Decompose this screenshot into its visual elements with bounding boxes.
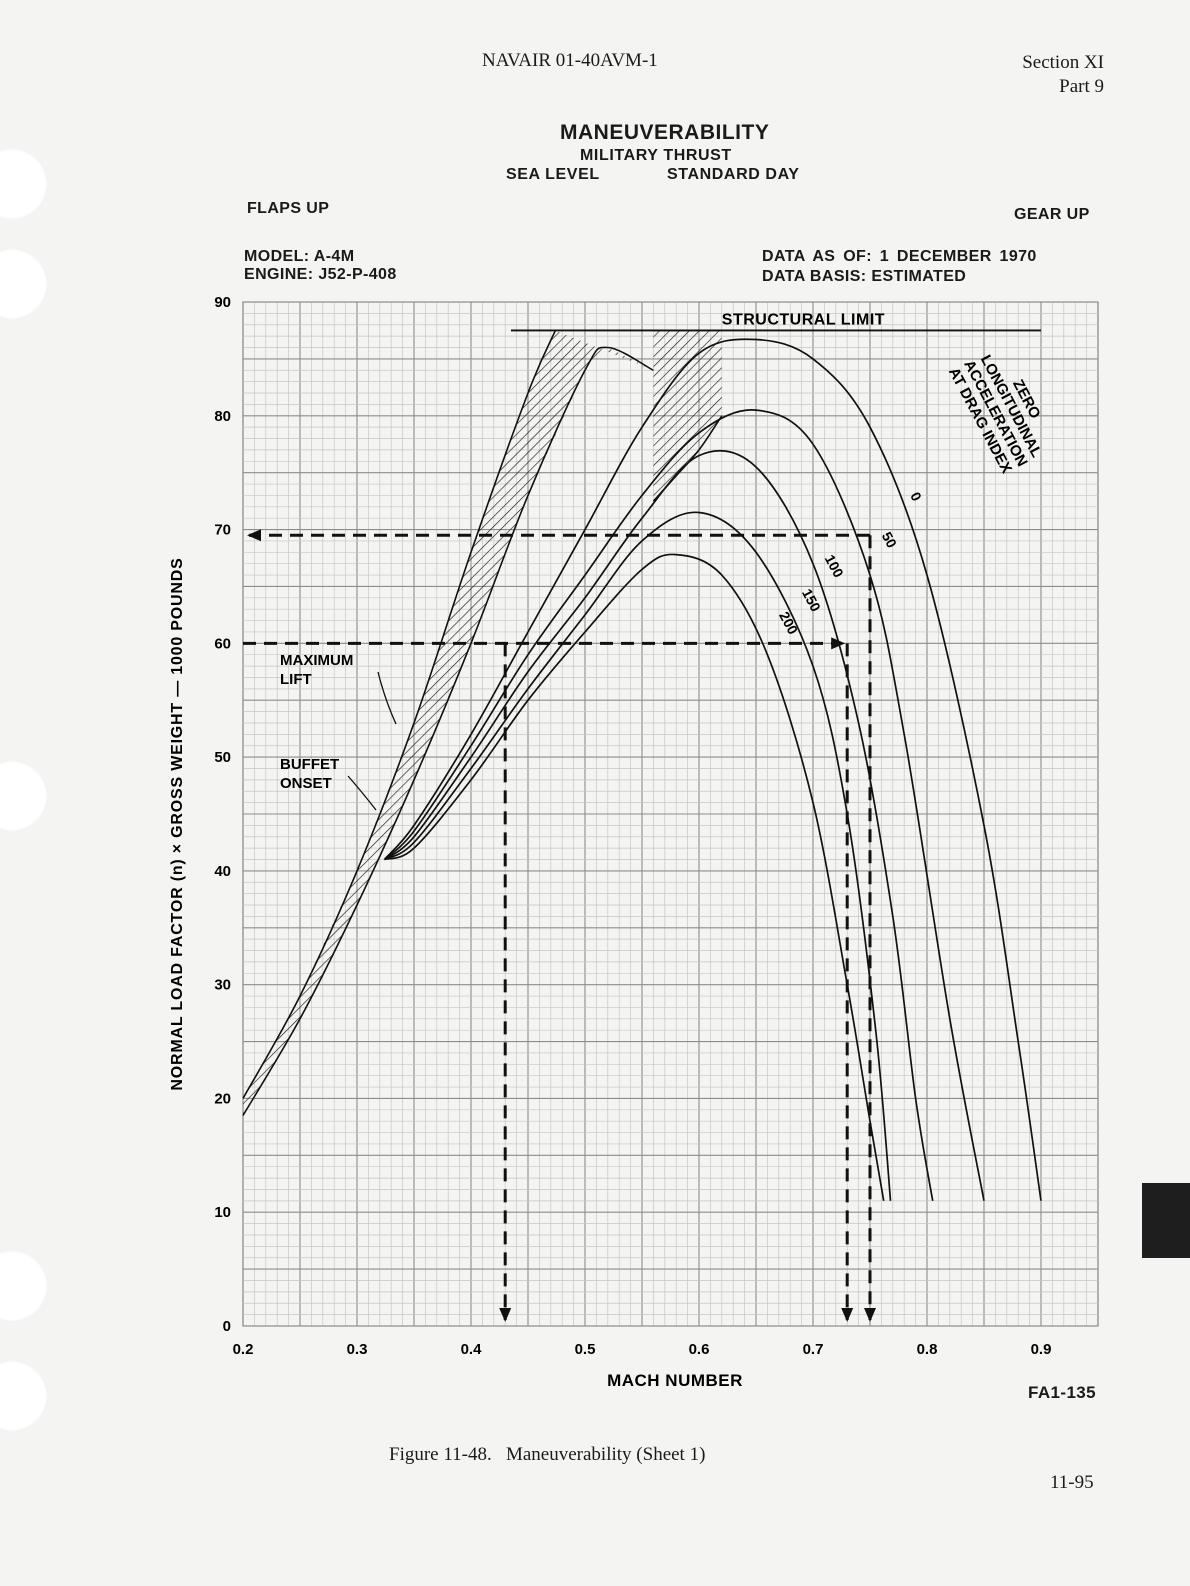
maximum-lift-band-upper-edge [242, 330, 557, 1099]
buffet-onset-label-line: BUFFET [280, 756, 339, 773]
chart-labels: MACH NUMBER NORMAL LOAD FACTOR (n) × GROS… [169, 311, 1045, 1390]
buffet-onset-leader [347, 775, 377, 811]
x-tick-label: 0.6 [689, 1341, 710, 1358]
series-label-150: 150 [799, 586, 824, 614]
example-1-arrowhead-left [247, 529, 261, 542]
maximum-lift-leader [377, 671, 397, 725]
y-tick-label: 90 [214, 294, 231, 311]
series-label-200: 200 [776, 609, 801, 637]
x-tick-label: 0.3 [347, 1341, 368, 1358]
figure-id: FA1-135 [1028, 1383, 1097, 1402]
series-line-50 [383, 409, 985, 1201]
maximum-lift-band-hatch [243, 330, 654, 1116]
x-tick-label: 0.2 [233, 1341, 254, 1358]
y-tick-label: 50 [214, 749, 231, 766]
y-tick-label: 80 [214, 408, 231, 425]
example-2-arrowhead-right [831, 637, 846, 650]
structural-limit-label: STRUCTURAL LIMIT [722, 311, 885, 328]
y-tick-label: 30 [214, 977, 231, 994]
series-line-0 [383, 338, 1042, 1201]
chart-subtitle-day: STANDARD DAY [667, 166, 800, 183]
gear-setting: GEAR UP [1014, 206, 1090, 223]
y-axis-label: NORMAL LOAD FACTOR (n) × GROSS WEIGHT — … [169, 557, 186, 1090]
series-label-100: 100 [822, 552, 847, 580]
y-tick-label: 60 [214, 635, 231, 652]
example-2-arrowhead-down-right [841, 1308, 854, 1322]
buffet-onset-band-hatch [653, 330, 722, 502]
x-tick-label: 0.7 [803, 1341, 824, 1358]
data-basis: DATA BASIS: ESTIMATED [762, 268, 967, 285]
section-thumb-tab [1142, 1183, 1190, 1258]
part-label: Part 9 [1059, 76, 1104, 97]
example-arrows [243, 529, 876, 1322]
series-label-0: 0 [907, 489, 925, 504]
x-tick-label: 0.8 [917, 1341, 938, 1358]
y-tick-label: 0 [223, 1318, 231, 1335]
maximum-lift-label-line: MAXIMUM [280, 652, 353, 669]
y-tick-label: 20 [214, 1090, 231, 1107]
aircraft-model: MODEL: A-4M [244, 248, 355, 265]
maximum-lift-label-line: LIFT [280, 671, 312, 688]
figure-caption: Figure 11-48. Maneuverability (Sheet 1) [389, 1444, 706, 1465]
series-line-150 [383, 511, 892, 1201]
x-tick-label: 0.9 [1031, 1341, 1052, 1358]
y-tick-label: 70 [214, 522, 231, 539]
y-tick-label: 10 [214, 1204, 231, 1221]
data-as-of: DATA AS OF: 1 DECEMBER 1970 [762, 248, 1037, 265]
x-axis-label: MACH NUMBER [607, 1371, 743, 1390]
example-1-arrowhead-down [864, 1308, 876, 1322]
engine-model: ENGINE: J52-P-408 [244, 266, 397, 283]
buffet-onset-label-line: ONSET [280, 775, 332, 792]
series-label-50: 50 [879, 529, 901, 550]
example-2-arrowhead-down-left [499, 1308, 512, 1322]
document-id: NAVAIR 01-40AVM-1 [482, 50, 658, 71]
chart-subtitle-thrust: MILITARY THRUST [580, 147, 732, 164]
x-tick-label: 0.4 [461, 1341, 483, 1358]
section-label: Section XI [1022, 52, 1104, 73]
maximum-lift-band-lower-edge [242, 346, 654, 1116]
x-tick-label: 0.5 [575, 1341, 596, 1358]
tick-labels: 0.2 0.3 0.4 0.5 0.6 0.7 0.8 0.9 0 10 20 30 40 50 60 70 8… [214, 294, 1051, 1358]
series-line-100 [383, 449, 934, 1201]
chart-title: MANEUVERABILITY [560, 121, 770, 144]
chart-subtitle-altitude: SEA LEVEL [506, 166, 600, 183]
flaps-setting: FLAPS UP [247, 200, 330, 217]
page-number: 11-95 [1050, 1472, 1094, 1493]
y-tick-label: 40 [214, 863, 231, 880]
boundary-bands [242, 329, 1041, 1116]
